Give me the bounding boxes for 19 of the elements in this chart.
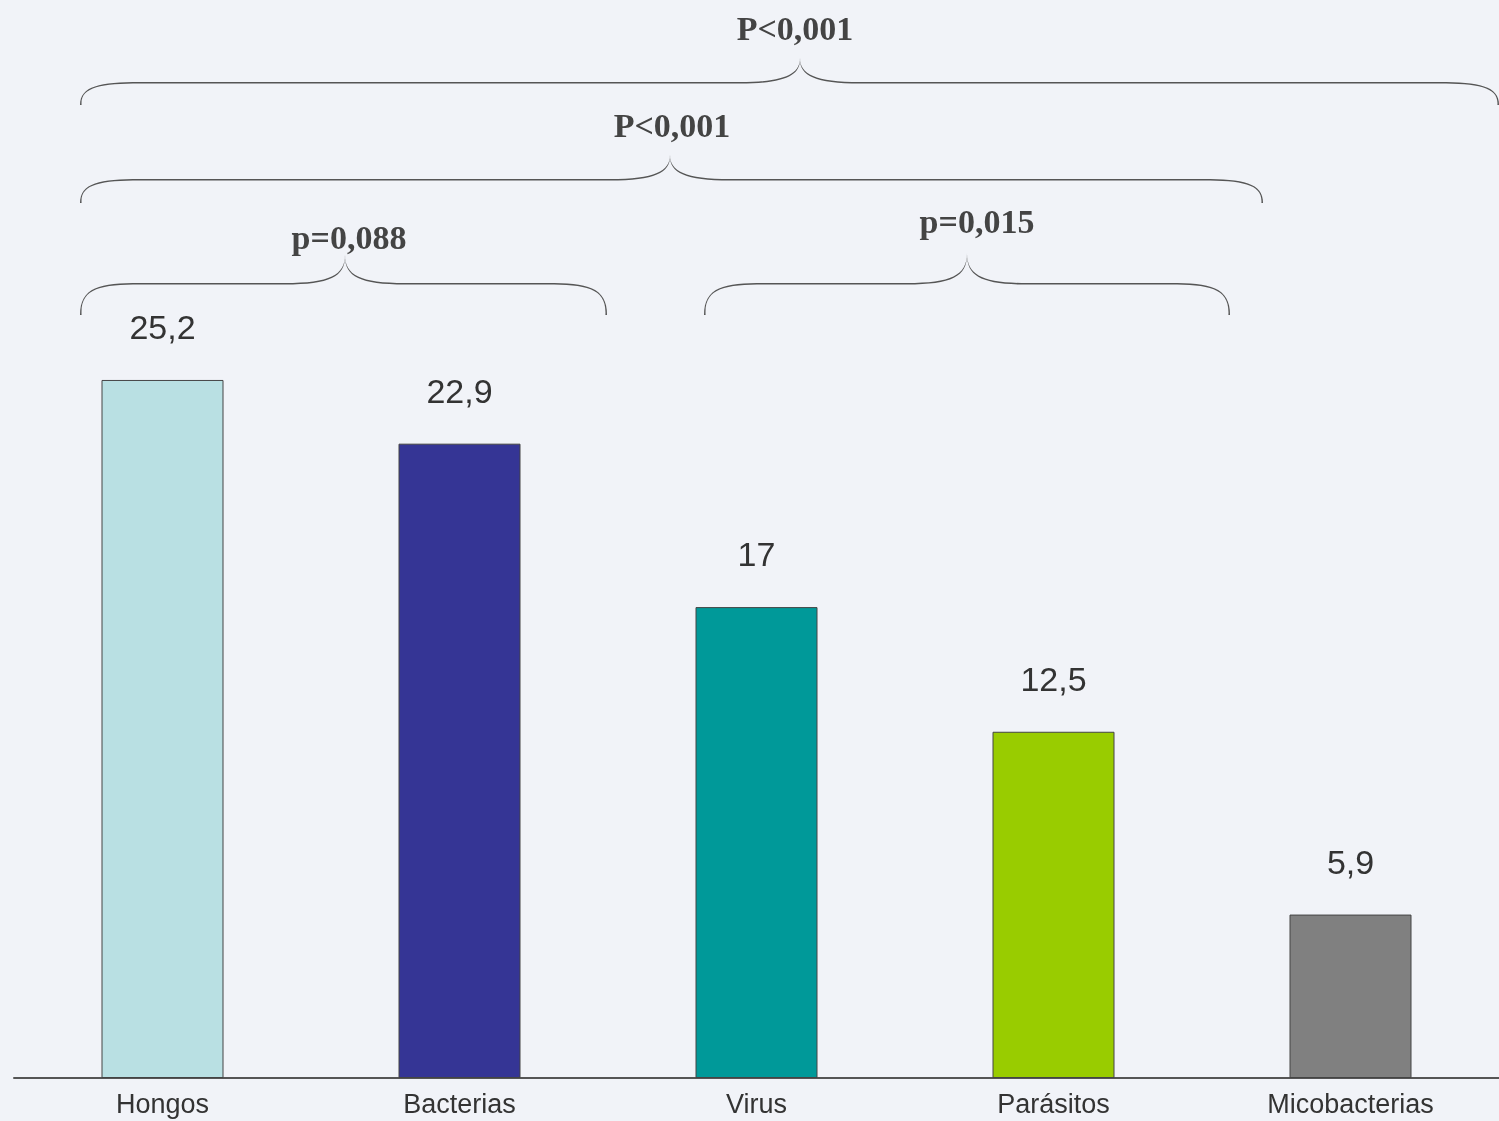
- bar: [695, 607, 818, 1078]
- data-label: 12,5: [1020, 659, 1087, 698]
- x-tick-label: Virus: [725, 1088, 788, 1119]
- text: p=0,015: [919, 203, 1035, 240]
- text: p=0,088: [291, 219, 407, 256]
- data-label: 25,2: [129, 307, 196, 346]
- data-label: 22,9: [426, 371, 493, 410]
- text: P<0,001: [736, 10, 854, 47]
- text: P<0,001: [613, 107, 731, 144]
- bar: [1289, 914, 1412, 1078]
- bar: [101, 379, 224, 1078]
- x-tick-label: Parásitos: [997, 1088, 1110, 1119]
- x-tick-label: Hongos: [115, 1088, 210, 1119]
- data-label: 17: [737, 535, 776, 574]
- bar: [992, 731, 1115, 1078]
- x-tick-label: Micobacterias: [1267, 1088, 1434, 1119]
- bar: [398, 443, 521, 1078]
- data-label: 5,9: [1326, 842, 1375, 881]
- x-tick-label: Bacterias: [403, 1088, 516, 1119]
